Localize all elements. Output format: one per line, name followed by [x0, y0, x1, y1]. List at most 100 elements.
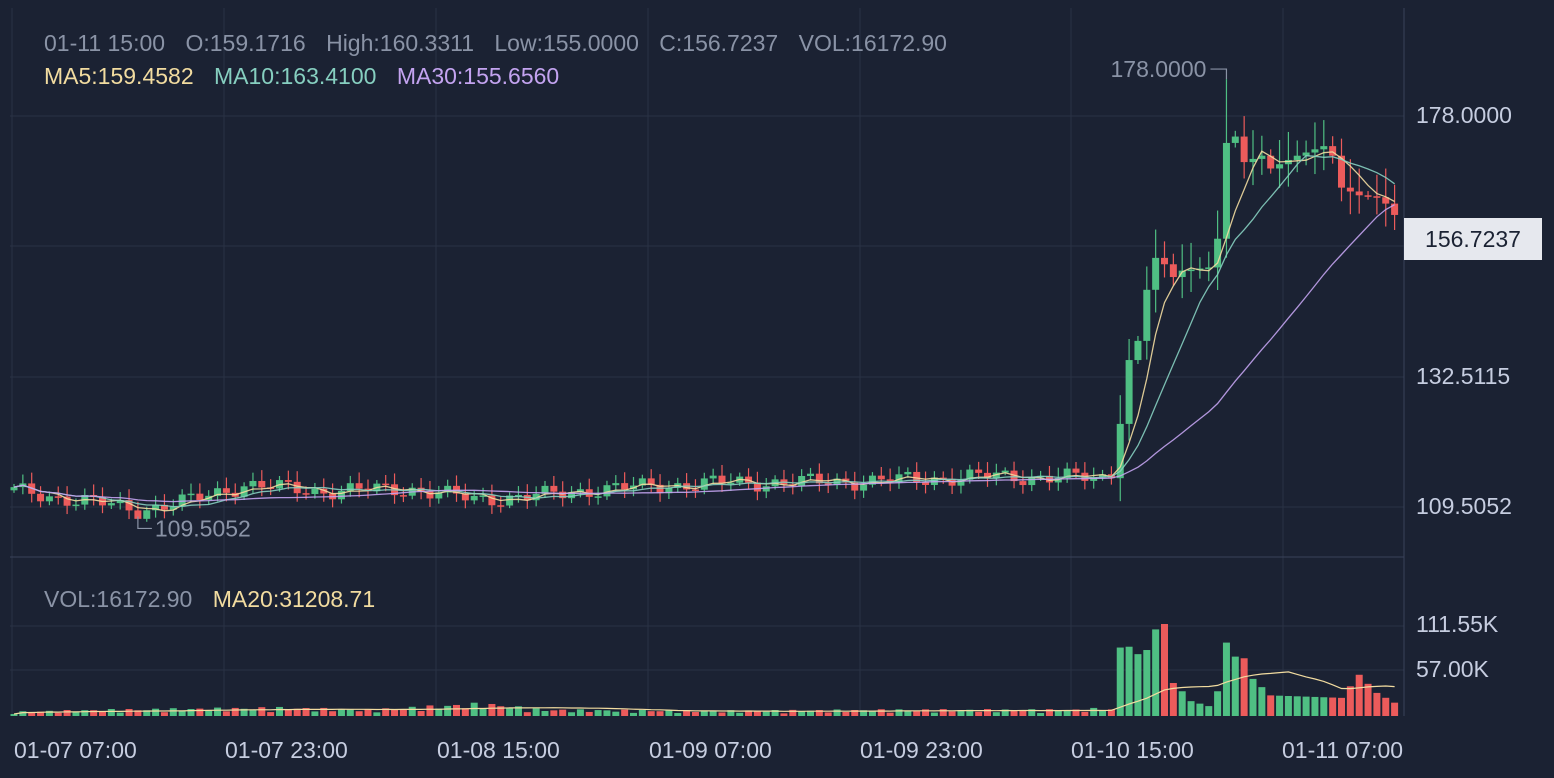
- volume-bar: [603, 710, 611, 716]
- volume-bar: [453, 704, 460, 716]
- candle-body: [1320, 146, 1328, 150]
- candle-body: [1099, 474, 1107, 478]
- volume-bar: [231, 707, 239, 716]
- volume-bar: [444, 705, 452, 716]
- candle-body: [514, 494, 522, 497]
- candle-body: [160, 504, 168, 510]
- volume-bar: [10, 714, 18, 716]
- candle-body: [1355, 191, 1363, 196]
- candle-body: [1222, 142, 1230, 239]
- volume-bar: [320, 707, 328, 716]
- candle-body: [939, 477, 947, 480]
- volume-bar: [1072, 709, 1080, 716]
- volume-bar: [107, 709, 115, 716]
- volume-bar: [1311, 696, 1319, 716]
- volume-bar: [1090, 707, 1098, 716]
- volume-bar: [1338, 697, 1345, 716]
- volume-bar: [293, 708, 301, 716]
- volume-bar: [355, 711, 363, 716]
- ma5-value: MA5:159.4582: [44, 63, 194, 89]
- candle-body: [709, 475, 717, 479]
- candle-body: [1161, 257, 1168, 265]
- volume-bar: [461, 708, 469, 716]
- volume-bar: [1231, 656, 1239, 716]
- volume-bar: [488, 703, 496, 716]
- candle-body: [1152, 257, 1160, 290]
- volume-bar: [382, 708, 390, 716]
- volume-bar: [860, 710, 868, 716]
- volume-bar: [1364, 683, 1372, 716]
- volume-bar: [780, 713, 788, 716]
- ohlc-close: C:156.7237: [659, 30, 779, 56]
- candle-body: [1346, 187, 1354, 192]
- candle-body: [1063, 468, 1071, 479]
- volume-bar: [930, 712, 938, 716]
- candle-body: [1214, 238, 1222, 268]
- last-price-tag: 156.7237: [1404, 218, 1542, 260]
- candle-body: [975, 469, 983, 473]
- grid-lines: [10, 8, 1405, 716]
- volume-bar: [798, 711, 806, 716]
- candle-body: [532, 493, 540, 501]
- candle-body: [1116, 423, 1124, 479]
- candle-body: [700, 478, 708, 490]
- candle-body: [37, 493, 45, 502]
- volume-bar: [514, 706, 522, 716]
- volume-bar: [1178, 691, 1186, 716]
- candle-body: [497, 505, 505, 507]
- volume-bar: [90, 710, 98, 716]
- candle-body: [612, 483, 620, 486]
- candle-body: [214, 488, 222, 496]
- candle-body: [258, 480, 266, 488]
- volume-value: VOL:16172.90: [44, 586, 193, 612]
- min-marker-line: [137, 516, 152, 530]
- volume-bar: [1019, 710, 1027, 716]
- volume-bar: [408, 706, 416, 716]
- volume-bar: [833, 709, 841, 716]
- volume-bar: [691, 712, 699, 716]
- volume-bar: [1240, 658, 1248, 716]
- max-marker-line: [1210, 68, 1228, 80]
- volume-bar: [19, 711, 27, 716]
- volume-bar: [196, 708, 204, 716]
- candle-body: [1187, 269, 1195, 272]
- volume-bar: [284, 709, 292, 716]
- ma30-line: [13, 204, 1395, 503]
- volume-bar: [523, 712, 531, 716]
- volume-bar: [249, 709, 257, 716]
- volume-bar: [99, 711, 106, 716]
- extreme-markers: 178.0000 109.5052: [137, 56, 1228, 541]
- volume-bar: [1196, 703, 1204, 716]
- volume-bar: [311, 711, 319, 716]
- candle-body: [444, 485, 452, 493]
- candle-body: [621, 483, 629, 490]
- candle-body: [196, 493, 204, 501]
- volume-bar: [638, 709, 646, 716]
- volume-bar: [1329, 697, 1337, 716]
- volume-bar: [187, 709, 195, 716]
- candle-body: [1329, 146, 1337, 156]
- volume-bar: [240, 708, 248, 716]
- candle-body: [753, 482, 761, 492]
- volume-bar: [470, 702, 478, 716]
- candles: [10, 79, 1399, 522]
- volume-bar: [683, 710, 691, 716]
- volume-bar: [621, 709, 629, 716]
- volume-bar: [169, 708, 177, 716]
- volume-bar: [81, 710, 89, 716]
- candle-body: [594, 496, 602, 498]
- candle-body: [284, 480, 292, 482]
- volume-bar: [886, 712, 894, 716]
- volume-bar: [913, 710, 921, 716]
- volume-bar: [258, 707, 266, 716]
- candle-body: [1134, 340, 1142, 361]
- volume-bar: [364, 709, 372, 716]
- volume-bar: [1284, 696, 1292, 716]
- volume-bar: [877, 709, 885, 716]
- candle-body: [488, 495, 496, 506]
- volume-bar: [700, 710, 708, 716]
- volume-bar: [1037, 713, 1045, 716]
- volume-bar: [815, 710, 823, 716]
- candle-body: [798, 475, 806, 486]
- volume-bar: [771, 710, 779, 716]
